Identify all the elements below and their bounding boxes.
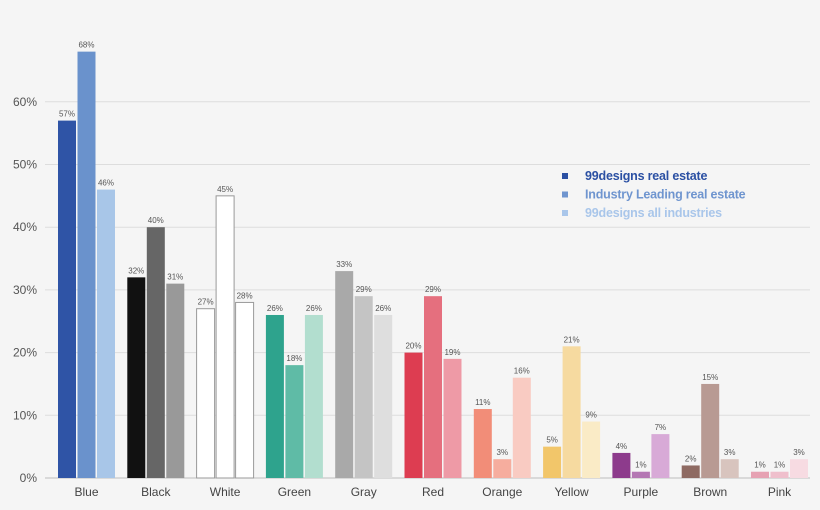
bar (512, 377, 531, 478)
bar (374, 314, 393, 478)
data-label: 26% (267, 304, 283, 313)
data-labels: 57% 68% 46% 32% 40% 31% 27% 45% 28% 26% 18% 26% 33% 2… (59, 41, 805, 470)
bar (770, 471, 789, 478)
bar (651, 434, 670, 478)
data-label: 21% (564, 335, 580, 344)
data-label: 29% (425, 285, 441, 294)
bar (751, 471, 769, 478)
bar (701, 383, 720, 478)
data-label: 7% (655, 423, 667, 432)
bar (354, 296, 373, 478)
bar (443, 358, 462, 478)
bars (58, 51, 808, 479)
legend-swatch (562, 210, 568, 216)
data-label: 33% (336, 260, 352, 269)
legend: 99designs real estate Industry Leading re… (562, 169, 746, 220)
data-label: 27% (198, 298, 214, 307)
legend-swatch (562, 173, 568, 179)
data-label: 3% (497, 448, 509, 457)
bar (127, 277, 146, 478)
x-tick-label: Red (422, 485, 444, 499)
bar (493, 459, 512, 478)
data-label: 9% (585, 411, 597, 420)
x-tick-label: Yellow (554, 485, 589, 499)
y-tick-label: 30% (13, 283, 37, 297)
y-axis: 0% 10% 20% 30% 40% 50% 60% (13, 95, 37, 485)
bar (58, 120, 76, 479)
data-label: 5% (546, 436, 558, 445)
bar (265, 314, 284, 478)
data-label: 4% (616, 442, 628, 451)
data-label: 18% (286, 354, 302, 363)
data-label: 11% (475, 398, 490, 407)
legend-label: 99designs all industries (585, 206, 722, 220)
y-tick-label: 0% (20, 471, 38, 485)
bar (543, 446, 562, 478)
bar (285, 365, 304, 478)
x-tick-label: White (210, 485, 241, 499)
bar (235, 301, 255, 479)
x-tick-label: Pink (768, 485, 792, 499)
bar (97, 189, 115, 478)
data-label: 26% (375, 304, 391, 313)
data-label: 3% (793, 448, 805, 457)
data-label: 28% (237, 291, 253, 300)
data-label: 20% (405, 342, 421, 351)
bar (335, 271, 354, 478)
x-tick-label: Blue (74, 485, 98, 499)
bar (582, 421, 601, 478)
bar (215, 195, 235, 479)
bar (562, 346, 581, 478)
legend-label: 99designs real estate (585, 169, 708, 183)
legend-swatch (562, 191, 568, 198)
x-tick-label: Black (141, 485, 171, 499)
bar (404, 352, 423, 478)
bar (424, 296, 442, 478)
bar (146, 227, 165, 478)
data-label: 68% (78, 41, 94, 50)
data-label: 16% (514, 367, 530, 376)
bar (631, 471, 650, 478)
x-tick-label: Brown (693, 485, 727, 499)
data-label: 1% (754, 461, 766, 470)
data-label: 19% (444, 348, 460, 357)
data-label: 15% (702, 373, 718, 382)
data-label: 2% (685, 454, 697, 463)
bar (77, 51, 96, 478)
data-label: 26% (306, 304, 322, 313)
data-label: 45% (217, 185, 233, 194)
bar (196, 308, 216, 479)
y-tick-label: 50% (13, 158, 37, 172)
data-label: 31% (167, 273, 183, 282)
bar (473, 409, 492, 478)
y-tick-label: 40% (13, 220, 37, 234)
bar (166, 283, 185, 478)
x-tick-label: Green (278, 485, 311, 499)
data-label: 32% (128, 266, 144, 275)
data-label: 3% (724, 448, 736, 457)
bar (720, 459, 739, 478)
legend-label: Industry Leading real estate (585, 188, 746, 202)
data-label: 1% (635, 461, 647, 470)
x-axis: Blue Black White Green Gray Red Orange Yellow Pu… (74, 485, 792, 499)
x-tick-label: Gray (351, 485, 377, 499)
data-label: 57% (59, 110, 75, 119)
bar (612, 452, 631, 478)
data-label: 1% (774, 461, 786, 470)
y-tick-label: 60% (13, 95, 37, 109)
y-tick-label: 20% (13, 346, 37, 360)
bar (681, 465, 700, 478)
bar (790, 459, 808, 478)
y-tick-label: 10% (13, 408, 37, 422)
data-label: 29% (356, 285, 372, 294)
x-tick-label: Orange (482, 485, 522, 499)
data-label: 46% (98, 179, 114, 188)
x-tick-label: Purple (624, 485, 659, 499)
data-label: 40% (148, 216, 164, 225)
bar (304, 314, 323, 478)
